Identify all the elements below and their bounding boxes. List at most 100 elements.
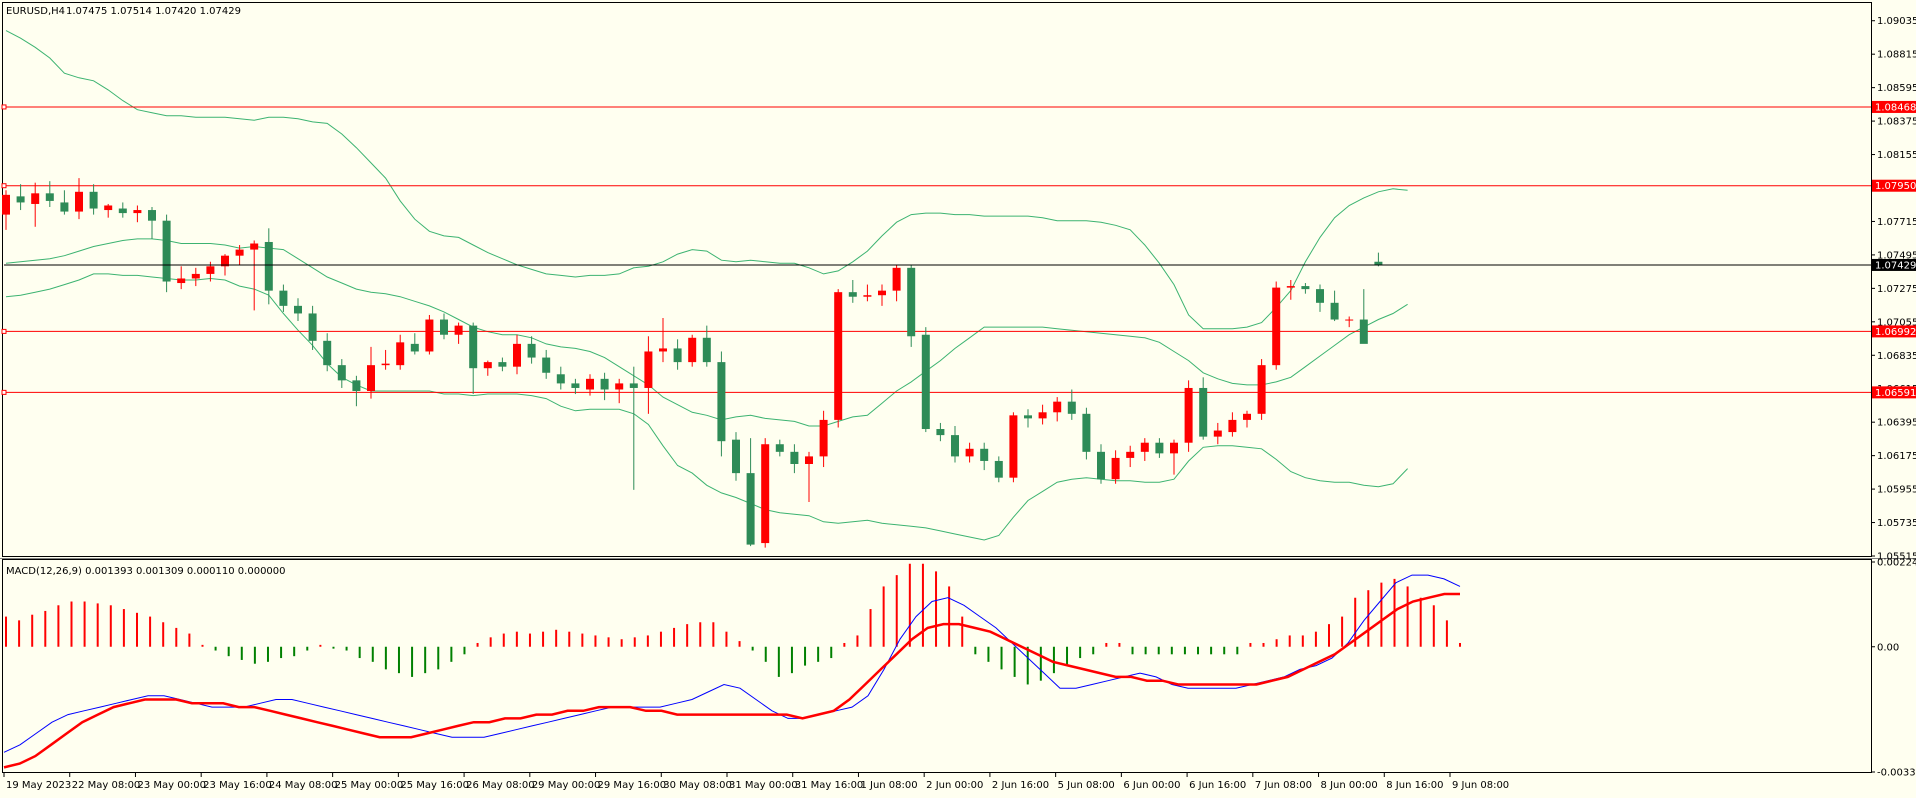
candle-body bbox=[615, 383, 624, 390]
candle-body bbox=[951, 435, 959, 457]
candle-body bbox=[1316, 289, 1324, 303]
level-handle[interactable] bbox=[1, 104, 7, 110]
candle-body bbox=[688, 337, 697, 363]
price-tick-label: 1.06395 bbox=[1877, 418, 1916, 429]
time-tick-label: 31 May 16:00 bbox=[795, 780, 864, 791]
time-tick-label: 30 May 08:00 bbox=[663, 780, 732, 791]
candle-body bbox=[177, 278, 186, 284]
time-tick-label: 26 May 08:00 bbox=[466, 780, 535, 791]
candle-body bbox=[1272, 287, 1281, 366]
candle-body bbox=[1330, 302, 1339, 320]
main-pane-border bbox=[2, 2, 1872, 557]
candle-body bbox=[148, 210, 156, 221]
candle-body bbox=[16, 196, 25, 203]
level-handle[interactable] bbox=[1, 183, 7, 189]
candle-body bbox=[600, 378, 609, 390]
candle-body bbox=[1345, 319, 1354, 321]
candle-body bbox=[1155, 442, 1164, 454]
price-tick-label: 1.06175 bbox=[1877, 451, 1916, 462]
time-tick-label: 9 Jun 08:00 bbox=[1452, 780, 1509, 791]
candle-body bbox=[1213, 430, 1222, 437]
price-tick-label: 1.05515 bbox=[1877, 552, 1916, 563]
time-tick-label: 31 May 00:00 bbox=[729, 780, 798, 791]
price-tick-label: 1.07715 bbox=[1877, 217, 1916, 228]
candle-body bbox=[1257, 365, 1266, 414]
level-handle[interactable] bbox=[1, 328, 7, 334]
candle-body bbox=[980, 448, 989, 461]
candle-body bbox=[221, 255, 229, 267]
candle-body bbox=[819, 419, 828, 457]
candle-body bbox=[1111, 457, 1120, 480]
bollinger-upper-line bbox=[5, 30, 1408, 330]
candle-body bbox=[425, 319, 434, 352]
candle-body bbox=[1199, 387, 1208, 437]
level-price-tag bbox=[1872, 325, 1916, 338]
candle-body bbox=[936, 429, 945, 436]
candle-body bbox=[1286, 286, 1295, 288]
candle-body bbox=[396, 342, 405, 366]
candle-body bbox=[1009, 415, 1018, 478]
time-tick-label: 23 May 16:00 bbox=[203, 780, 272, 791]
candle-body bbox=[761, 444, 770, 544]
candle-body bbox=[1184, 387, 1193, 443]
candle-body bbox=[965, 448, 974, 457]
candle-body bbox=[440, 319, 448, 335]
candle-body bbox=[892, 267, 901, 291]
time-tick-label: 8 Jun 00:00 bbox=[1321, 780, 1378, 791]
time-tick-label: 6 Jun 00:00 bbox=[1123, 780, 1180, 791]
price-tick-label: 1.07055 bbox=[1877, 317, 1916, 328]
candle-body bbox=[75, 191, 83, 212]
candle-body bbox=[483, 362, 492, 369]
price-tick-label: 1.09035 bbox=[1877, 16, 1916, 27]
candle-body bbox=[133, 210, 142, 214]
macd-tick-label: 0.002248 bbox=[1877, 558, 1916, 569]
candle-body bbox=[250, 243, 259, 250]
candle-body bbox=[673, 348, 682, 363]
candle-body bbox=[264, 241, 273, 291]
candle-body bbox=[834, 292, 843, 420]
time-tick-label: 2 Jun 00:00 bbox=[926, 780, 983, 791]
candle-body bbox=[1228, 419, 1237, 433]
candle-body bbox=[513, 343, 521, 367]
price-tick-label: 1.05955 bbox=[1877, 485, 1916, 496]
time-tick-label: 2 Jun 16:00 bbox=[992, 780, 1049, 791]
candle-body bbox=[790, 451, 799, 464]
bollinger-lower-line bbox=[5, 273, 1408, 541]
candle-body bbox=[878, 290, 886, 296]
level-price-label: 1.08468 bbox=[1875, 102, 1916, 113]
macd-tick-label: 0.00 bbox=[1877, 642, 1899, 653]
candle-body bbox=[1024, 415, 1032, 419]
chart-ohlc-readout: 1.07475 1.07514 1.07420 1.07429 bbox=[66, 6, 241, 17]
price-tick-label: 1.05735 bbox=[1877, 518, 1916, 529]
macd-tick-label: -0.003322 bbox=[1877, 768, 1916, 779]
candle-body bbox=[1053, 401, 1062, 413]
time-tick-label: 24 May 08:00 bbox=[269, 780, 338, 791]
candle-body bbox=[527, 343, 536, 358]
candle-body bbox=[571, 383, 580, 388]
time-tick-label: 23 May 00:00 bbox=[137, 780, 206, 791]
time-tick-label: 25 May 00:00 bbox=[335, 780, 404, 791]
candle-body bbox=[717, 362, 726, 442]
candle-body bbox=[206, 266, 215, 274]
candle-body bbox=[308, 313, 317, 341]
price-tick-label: 1.07275 bbox=[1877, 284, 1916, 295]
candle-body bbox=[1126, 451, 1135, 458]
candle-body bbox=[410, 343, 419, 352]
level-handle[interactable] bbox=[1, 389, 7, 395]
candle-body bbox=[921, 334, 930, 430]
candle-body bbox=[191, 273, 200, 279]
price-tick-label: 1.06835 bbox=[1877, 351, 1916, 362]
time-tick-label: 19 May 2023 bbox=[6, 780, 71, 791]
time-tick-label: 8 Jun 16:00 bbox=[1386, 780, 1443, 791]
candle-body bbox=[89, 191, 98, 209]
candle-body bbox=[60, 202, 69, 212]
candle-body bbox=[659, 348, 667, 352]
candle-body bbox=[2, 194, 10, 215]
candle-body bbox=[162, 220, 171, 282]
price-tick-label: 1.08815 bbox=[1877, 50, 1916, 61]
candle-body bbox=[1243, 413, 1251, 420]
candle-body bbox=[556, 374, 565, 384]
candle-body bbox=[644, 351, 653, 388]
